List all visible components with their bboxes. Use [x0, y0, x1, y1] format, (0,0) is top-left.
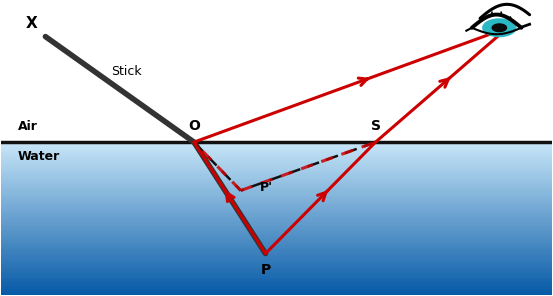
Bar: [2, 223, 551, 226]
Bar: [2, 292, 551, 295]
Bar: [2, 269, 551, 272]
Text: X: X: [26, 16, 38, 31]
Bar: [2, 168, 551, 170]
Bar: [2, 211, 551, 213]
Bar: [2, 147, 551, 150]
Bar: [2, 279, 551, 282]
Circle shape: [492, 24, 507, 32]
Bar: [2, 203, 551, 206]
Text: P': P': [260, 181, 273, 194]
Text: Water: Water: [18, 150, 60, 163]
Bar: [2, 236, 551, 239]
Bar: [2, 185, 551, 188]
Bar: [2, 244, 551, 246]
Bar: [2, 170, 551, 173]
Bar: [2, 249, 551, 251]
Polygon shape: [472, 15, 521, 35]
Bar: [2, 289, 551, 292]
Bar: [2, 234, 551, 236]
Bar: [2, 195, 551, 198]
Bar: [2, 150, 551, 152]
Bar: [2, 262, 551, 264]
Bar: [2, 173, 551, 175]
Bar: [2, 160, 551, 163]
Text: P: P: [260, 263, 270, 277]
Bar: [2, 264, 551, 267]
Bar: [2, 229, 551, 231]
Bar: [2, 193, 551, 195]
Bar: [2, 231, 551, 234]
Text: O: O: [188, 119, 200, 133]
Bar: [2, 287, 551, 289]
Bar: [2, 218, 551, 221]
Text: Air: Air: [18, 120, 38, 133]
Bar: [2, 178, 551, 180]
Bar: [2, 142, 551, 145]
Bar: [2, 272, 551, 274]
Bar: [2, 282, 551, 284]
Bar: [2, 267, 551, 269]
Text: S: S: [371, 119, 380, 133]
Circle shape: [483, 19, 516, 37]
Bar: [2, 251, 551, 254]
Bar: [2, 157, 551, 160]
Bar: [2, 188, 551, 190]
Bar: [2, 239, 551, 241]
Bar: [2, 163, 551, 165]
Bar: [2, 254, 551, 257]
Text: Stick: Stick: [112, 65, 142, 78]
Bar: [2, 216, 551, 218]
Bar: [2, 152, 551, 155]
Bar: [2, 155, 551, 157]
Bar: [2, 274, 551, 277]
Bar: [2, 175, 551, 178]
Bar: [2, 277, 551, 279]
Bar: [2, 201, 551, 203]
Bar: [2, 190, 551, 193]
Bar: [2, 145, 551, 147]
Bar: [2, 259, 551, 262]
Bar: [2, 257, 551, 259]
Bar: [2, 221, 551, 223]
Bar: [2, 284, 551, 287]
Bar: [2, 183, 551, 185]
Bar: [2, 208, 551, 211]
Bar: [2, 246, 551, 249]
Bar: [2, 226, 551, 229]
Bar: [2, 241, 551, 244]
Bar: [2, 180, 551, 183]
Bar: [2, 206, 551, 208]
Bar: [2, 165, 551, 168]
Bar: [2, 198, 551, 201]
Bar: [2, 213, 551, 216]
